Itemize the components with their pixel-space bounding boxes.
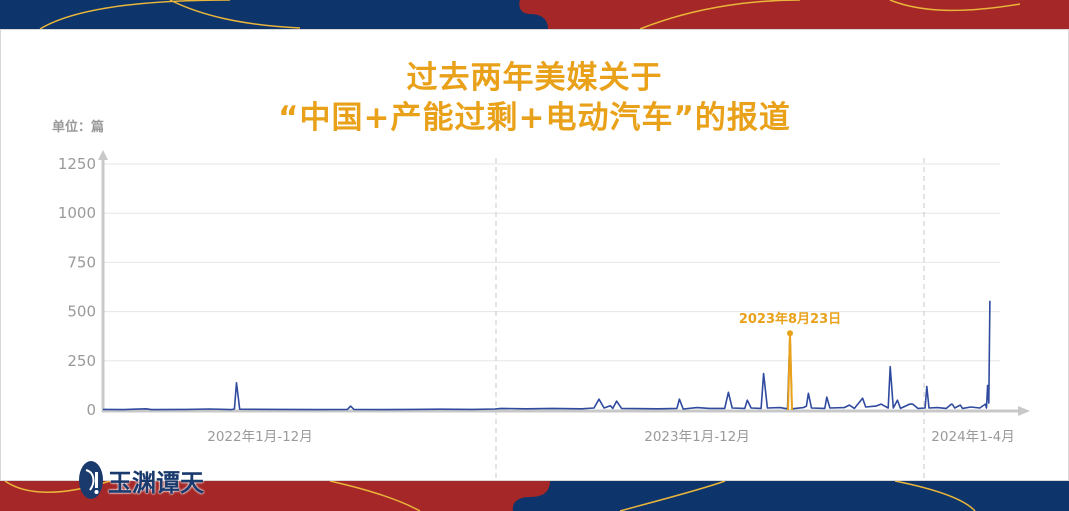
highlight-point: [787, 330, 793, 337]
chart-title-line2: “中国+产能过剩+电动汽车”的报道: [278, 100, 791, 136]
x-period-label: 2023年1月-12月: [644, 429, 750, 445]
unit-label: 单位：篇: [52, 120, 105, 135]
x-period-label: 2022年1月-12月: [207, 429, 313, 445]
bottom-band-red: [0, 481, 550, 511]
logo-emblem-icon: [79, 461, 103, 499]
top-band-red: [519, 0, 1069, 29]
y-axis-arrow-icon: [98, 150, 108, 160]
y-tick-label: 250: [67, 352, 96, 370]
highlight-spike: [787, 333, 793, 411]
y-tick-label: 0: [86, 401, 96, 419]
y-tick-label: 500: [67, 303, 96, 321]
logo-text: 玉渊谭天: [108, 467, 204, 497]
x-axis-arrow-icon: [1018, 406, 1030, 416]
annotation-label: 2023年8月23日: [739, 311, 841, 327]
y-tick-label: 750: [67, 253, 96, 271]
y-tick-label: 1000: [58, 204, 96, 222]
series-line: [102, 300, 991, 411]
y-tick-label: 1250: [58, 155, 96, 173]
logo: 玉渊谭天: [78, 460, 204, 500]
chart-title-line1: 过去两年美媒关于: [406, 60, 663, 96]
x-period-label: 2024年1-4月: [931, 429, 1014, 445]
